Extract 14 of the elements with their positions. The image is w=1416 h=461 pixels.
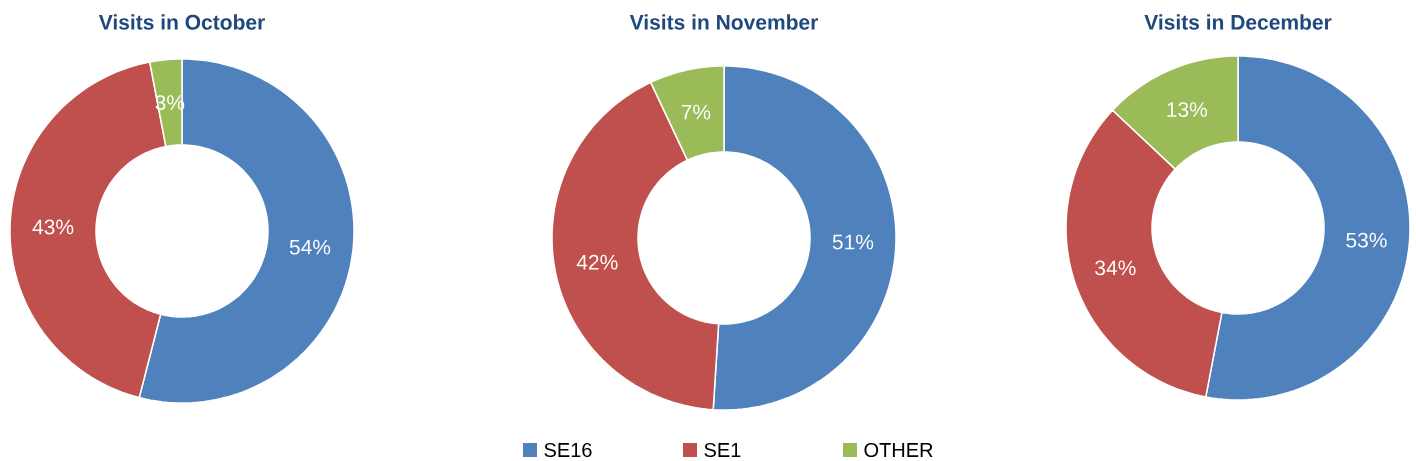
- legend-label: SE1: [704, 442, 741, 458]
- chart-title: Visits in November: [629, 14, 819, 30]
- data-label: 54%: [289, 239, 331, 255]
- data-label: 34%: [1095, 260, 1136, 276]
- data-label: 7%: [681, 104, 711, 120]
- data-label: 43%: [32, 219, 74, 235]
- data-label: 51%: [832, 234, 874, 250]
- legend-label: SE16: [544, 442, 592, 458]
- legend-label: OTHER: [864, 442, 933, 458]
- chart-title: Visits in October: [98, 14, 265, 30]
- data-label: 42%: [576, 254, 618, 270]
- data-label: 13%: [1167, 102, 1208, 118]
- data-label: 53%: [1346, 232, 1387, 248]
- chart-title: Visits in December: [1144, 14, 1332, 30]
